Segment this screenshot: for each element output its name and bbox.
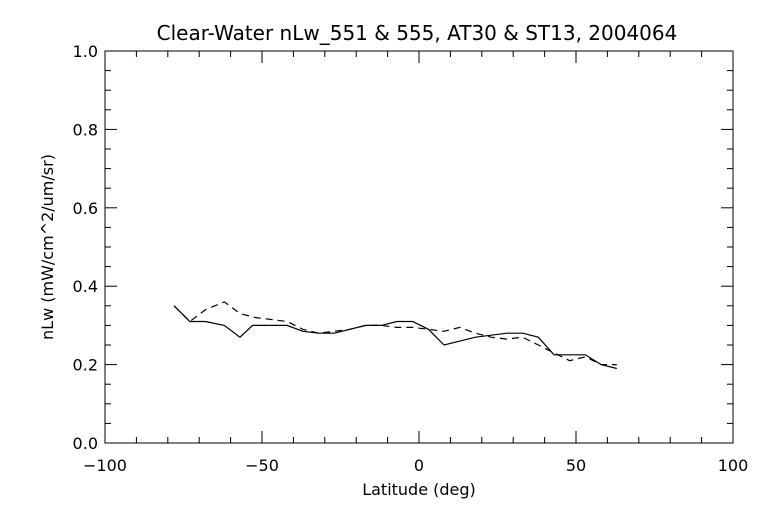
plot-frame [104,50,734,444]
y-tick-label: 0.4 [73,277,98,296]
axis-tick-labels: −100 −50 0 50 100 0.0 0.2 0.4 0.6 0.8 1.0 [73,42,749,475]
x-axis-label: Latitude (deg) [362,480,476,499]
series-layer [173,301,617,370]
axis-ticks [104,50,734,444]
y-tick-label: 0.8 [73,120,98,139]
y-tick-label: 1.0 [73,42,98,61]
y-axis-label: nLw (mW/cm^2/um/sr) [38,154,57,340]
series-line-dashed [173,301,617,366]
x-tick-label: −50 [245,456,279,475]
x-tick-label: −100 [83,456,127,475]
series-line-solid [173,305,617,370]
y-tick-label: 0.2 [73,356,98,375]
x-tick-label: 0 [414,456,424,475]
x-tick-label: 50 [566,456,586,475]
chart-title: Clear-Water nLw_551 & 555, AT30 & ST13, … [157,21,678,45]
x-tick-label: 100 [718,456,749,475]
y-tick-label: 0.0 [73,434,98,453]
y-tick-label: 0.6 [73,199,98,218]
